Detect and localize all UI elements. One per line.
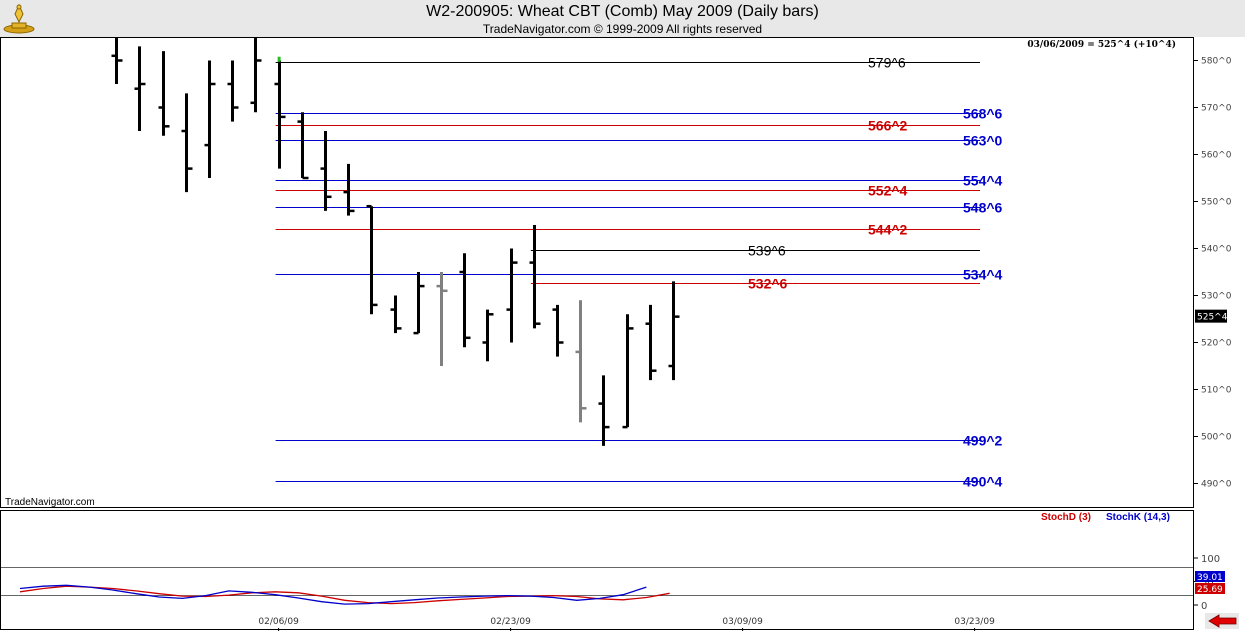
price-bar (390, 295, 402, 334)
y-tick-label: 530^0 (1201, 292, 1232, 302)
price-bar (111, 37, 123, 84)
chart-header: W2-200905: Wheat CBT (Comb) May 2009 (Da… (0, 0, 1245, 37)
level-label: 544^2 (868, 222, 908, 238)
last-price-box (1195, 309, 1227, 323)
price-bar (366, 204, 378, 315)
x-tick-label: 02/23/09 (490, 617, 531, 627)
y-tick-label: 570^0 (1201, 104, 1232, 114)
trade-navigator-logo-icon (3, 3, 35, 34)
stochastic-panel-border (0, 510, 1194, 630)
y-tick-label: 500^0 (1201, 433, 1232, 443)
y-tick-label: 520^0 (1201, 339, 1232, 349)
y-tick-label: 580^0 (1201, 57, 1232, 67)
price-bar (506, 248, 518, 343)
stoch-value-box (1195, 571, 1225, 582)
stoch-value-label: 25.69 (1197, 585, 1223, 595)
chart-frame: 02/06/09 02/23/09 03/09/09 03/23/09 (0, 37, 1194, 631)
price-panel: 490^0 500^0 510^0 520^0 530^0 540^0 550^0 560^0… (111, 37, 1232, 490)
price-bar (413, 272, 425, 335)
price-panel-border (0, 37, 1194, 508)
price-bar (134, 46, 146, 131)
x-tick-label: 02/06/09 (258, 617, 299, 627)
legend-stochd: StochD (3) (1041, 512, 1091, 523)
price-bar (436, 272, 448, 366)
date-price-readout: 03/06/2009 = 525^4 (+10^4) (1027, 39, 1176, 50)
level-label: 579^6 (868, 55, 906, 71)
price-bar (622, 314, 634, 429)
watermark-text: TradeNavigator.com (5, 497, 95, 508)
signal-marker (277, 56, 281, 62)
legend-stochk: StochK (14,3) (1106, 512, 1170, 523)
level-label: 554^4 (963, 173, 1003, 189)
x-tick-label: 03/09/09 (722, 617, 763, 627)
y-tick-label: 560^0 (1201, 151, 1232, 161)
stoch-series-line (19, 584, 647, 605)
price-bar (274, 60, 286, 169)
price-bar (668, 281, 680, 381)
price-bar (204, 60, 216, 178)
price-bar (645, 304, 657, 381)
level-label: 563^0 (963, 133, 1003, 149)
level-label: 539^6 (748, 243, 786, 259)
y-tick-label: 510^0 (1201, 386, 1232, 396)
price-bar (297, 112, 309, 180)
stoch-y-tick-label: 0 (1201, 601, 1207, 612)
level-label: 499^2 (963, 433, 1003, 449)
stoch-y-tick-label: 100 (1201, 554, 1220, 565)
y-tick-label: 550^0 (1201, 198, 1232, 208)
chart-title: W2-200905: Wheat CBT (Comb) May 2009 (Da… (426, 3, 819, 20)
level-label: 532^6 (748, 276, 788, 292)
x-tick-label: 03/23/09 (954, 617, 995, 627)
level-label: 548^6 (963, 200, 1003, 216)
price-bar (158, 51, 170, 136)
price-bar (320, 131, 332, 211)
y-tick-label: 490^0 (1201, 480, 1232, 490)
stoch-value-box (1195, 583, 1225, 594)
price-bar (227, 60, 239, 122)
y-tick-label: 540^0 (1201, 245, 1232, 255)
price-bar (482, 309, 494, 362)
price-bar (343, 163, 355, 216)
price-bar (598, 375, 610, 446)
price-bar (181, 93, 193, 193)
chart-subtitle: TradeNavigator.com © 1999-2009 All right… (482, 22, 763, 36)
price-bar (250, 37, 262, 113)
level-label: 566^2 (868, 118, 908, 134)
level-label: 568^6 (963, 106, 1003, 122)
stochastic-legend: StochD (3) StochK (14,3) (1041, 512, 1170, 523)
price-bar (529, 225, 541, 329)
stoch-series-line (19, 585, 670, 605)
level-label: 534^4 (963, 267, 1003, 283)
price-bar (459, 253, 471, 348)
level-label: 552^4 (868, 183, 908, 199)
level-label: 490^4 (963, 474, 1003, 490)
price-bar (552, 304, 564, 357)
scroll-left-arrow-icon[interactable] (1205, 613, 1239, 629)
chart-canvas: 490^0 500^0 510^0 520^0 530^0 540^0 550^0 560^0… (0, 37, 1239, 631)
last-price-label: 525^4 (1197, 313, 1228, 323)
stoch-value-label: 39.01 (1197, 573, 1223, 583)
price-bar (575, 300, 587, 423)
